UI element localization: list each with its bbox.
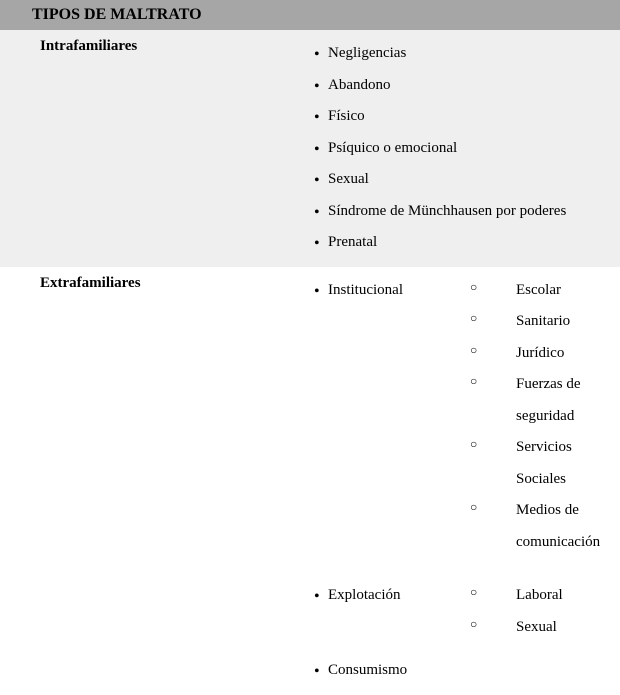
list-item: Servicios Sociales: [468, 432, 612, 495]
group-consumismo: Consumismo: [314, 655, 612, 687]
list-item: Sexual: [468, 612, 612, 644]
list-item: Sexual: [314, 164, 612, 196]
list-item: Laboral: [468, 580, 612, 612]
group-spacer-row: [314, 643, 612, 655]
content-extrafamiliares: Institucional Escolar Sanitario Jurídico…: [310, 267, 620, 695]
list-item: Fuerzas de seguridad: [468, 369, 612, 432]
table-header-row: TIPOS DE MALTRATO: [0, 0, 620, 30]
institucional-sublist: Escolar Sanitario Jurídico Fuerzas de se…: [468, 275, 612, 559]
group-explotacion: Explotación Laboral Sexual: [314, 580, 612, 643]
list-item: Psíquico o emocional: [314, 133, 612, 165]
list-item: Prenatal: [314, 227, 612, 259]
list-item: Abandono: [314, 70, 612, 102]
list-item: Sanitario: [468, 306, 612, 338]
list-item: Escolar: [468, 275, 612, 307]
maltrato-table: TIPOS DE MALTRATO Intrafamiliares Neglig…: [0, 0, 620, 695]
extrafamiliares-inner: Institucional Escolar Sanitario Jurídico…: [314, 275, 612, 687]
list-item: Físico: [314, 101, 612, 133]
table-title: TIPOS DE MALTRATO: [0, 0, 620, 30]
group-label: Explotación: [314, 580, 464, 612]
explotacion-sublist: Laboral Sexual: [468, 580, 612, 643]
group-list: Consumismo: [314, 655, 464, 687]
content-intrafamiliares: Negligencias Abandono Físico Psíquico o …: [310, 30, 620, 267]
list-item: Jurídico: [468, 338, 612, 370]
list-item: Medios de comunicación: [468, 495, 612, 558]
label-intrafamiliares: Intrafamiliares: [0, 30, 310, 267]
intrafamiliares-list: Negligencias Abandono Físico Psíquico o …: [314, 38, 612, 259]
group-label: Consumismo: [314, 655, 464, 687]
group-list: Explotación: [314, 580, 464, 612]
group-institucional: Institucional Escolar Sanitario Jurídico…: [314, 275, 612, 559]
group-label: Institucional: [314, 275, 464, 307]
row-intrafamiliares: Intrafamiliares Negligencias Abandono Fí…: [0, 30, 620, 267]
list-item: Síndrome de Münchhausen por poderes: [314, 196, 612, 228]
label-extrafamiliares: Extrafamiliares: [0, 267, 310, 695]
list-item: Negligencias: [314, 38, 612, 70]
group-list: Institucional: [314, 275, 464, 307]
group-spacer-row: [314, 558, 612, 580]
row-extrafamiliares: Extrafamiliares Institucional Escolar Sa…: [0, 267, 620, 695]
